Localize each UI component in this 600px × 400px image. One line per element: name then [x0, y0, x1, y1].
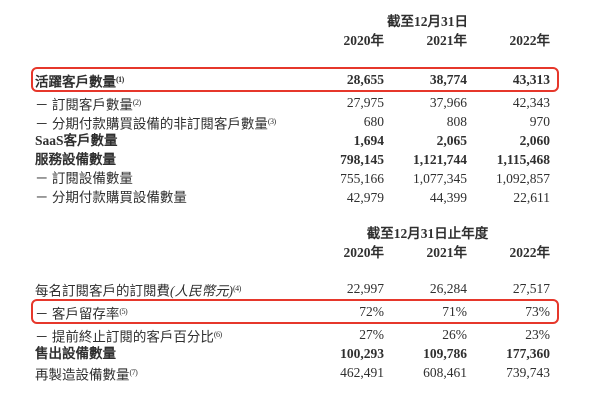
- year-header-spacer: [35, 243, 301, 263]
- value-2022: 27,517: [512, 281, 550, 296]
- row-devices-sold: 售出設備數量 100,293 109,786 177,360: [35, 344, 550, 363]
- value-2021: 1,121,744: [413, 152, 467, 167]
- footnote-marker: (4): [233, 284, 241, 293]
- row-subscription-fee-per-customer: 每名訂閱客戶的訂閱費(人民幣元)(4) 22,997 26,284 27,517: [35, 279, 550, 299]
- value-2022: 970: [529, 114, 550, 129]
- value-2022: 22,611: [513, 190, 550, 205]
- value-2022: 177,360: [506, 346, 550, 361]
- value-2021: 71%: [442, 304, 467, 319]
- row-label: － 訂閱客戶數量: [35, 97, 133, 113]
- year-column-2022: 2022年: [509, 33, 551, 48]
- value-2020: 27%: [359, 327, 384, 342]
- value-2020: 28,655: [346, 72, 384, 87]
- row-label: － 客戶留存率: [35, 306, 120, 322]
- row-label: － 提前終止訂閱的客戶百分比: [35, 329, 214, 345]
- value-2022: 73%: [525, 304, 550, 319]
- period-header-year-ended: 截至12月31日止年度: [366, 226, 489, 241]
- value-2021: 109,786: [423, 346, 467, 361]
- value-2021: 608,461: [423, 365, 467, 380]
- value-2022: 23%: [525, 327, 550, 342]
- value-2020: 755,166: [340, 171, 384, 186]
- row-label: 活躍客戶數量: [35, 74, 116, 90]
- value-2022: 1,092,857: [496, 171, 550, 186]
- value-2020: 1,694: [353, 133, 384, 148]
- row-label: 售出設備數量: [35, 346, 116, 361]
- value-2020: 100,293: [340, 346, 384, 361]
- footnote-marker: (5): [119, 307, 128, 316]
- year-column-2020: 2020年: [343, 33, 385, 48]
- value-2022: 1,115,468: [496, 152, 550, 167]
- footnote-marker: (6): [213, 330, 222, 339]
- row-saas-customers: SaaS客戶數量 1,694 2,065 2,060: [35, 131, 550, 150]
- value-2021: 37,966: [429, 95, 467, 110]
- table-subscription-metrics: 截至12月31日止年度 2020年 2021年 2022年 每名訂閱客戶的訂閱費…: [31, 224, 559, 383]
- table-operating-metrics: 截至12月31日 2020年 2021年 2022年 活躍客戶數量(1) 28,…: [31, 12, 559, 207]
- value-2020: 462,491: [340, 365, 384, 380]
- footnote-marker: (3): [267, 117, 276, 126]
- value-2021: 1,077,345: [413, 171, 467, 186]
- row-label: 每名訂閱客戶的訂閱費: [35, 283, 170, 299]
- row-label: － 分期付款購買設備的非訂閱客戶數量: [35, 116, 268, 132]
- row-label: － 分期付款購買設備數量: [35, 190, 187, 205]
- row-label: 再製造設備數量: [35, 367, 130, 383]
- value-2021: 26%: [442, 327, 467, 342]
- row-label: SaaS客戶數量: [35, 133, 118, 148]
- year-column-2020: 2020年: [343, 245, 385, 260]
- year-header-row: 2020年 2021年 2022年: [35, 31, 551, 51]
- value-2021: 26,284: [429, 281, 467, 296]
- year-column-2021: 2021年: [426, 245, 468, 260]
- year-header-spacer: [35, 31, 301, 51]
- value-2021: 2,065: [436, 133, 467, 148]
- year-column-2021: 2021年: [426, 33, 468, 48]
- row-devices-in-service: 服務設備數量 798,145 1,121,744 1,115,468: [35, 150, 550, 169]
- value-2021: 44,399: [429, 190, 467, 205]
- value-2020: 798,145: [340, 152, 384, 167]
- spacer: [35, 263, 550, 279]
- row-nonsubscription-installment-customers: － 分期付款購買設備的非訂閱客戶數量(3) 680 808 970: [35, 112, 550, 132]
- value-2022: 43,313: [512, 72, 550, 87]
- value-2021: 808: [446, 114, 467, 129]
- row-subscription-customers: － 訂閱客戶數量(2) 27,975 37,966 42,343: [35, 93, 550, 113]
- value-2020: 22,997: [346, 281, 384, 296]
- spacer: [35, 51, 550, 66]
- row-subscription-devices: － 訂閱設備數量 755,166 1,077,345 1,092,857: [35, 169, 550, 188]
- value-2022: 42,343: [512, 95, 550, 110]
- value-2022: 2,060: [519, 133, 550, 148]
- footnote-marker: (1): [116, 75, 124, 84]
- value-2020: 42,979: [346, 190, 384, 205]
- row-customer-retention-rate: － 客戶留存率(5) 72% 71% 73%: [31, 298, 559, 325]
- value-2020: 72%: [359, 304, 384, 319]
- row-label-note: (人民幣元): [170, 283, 233, 299]
- footnote-marker: (2): [132, 98, 141, 107]
- row-label: 服務設備數量: [35, 152, 116, 167]
- footnote-marker: (7): [129, 368, 138, 377]
- value-2021: 38,774: [429, 72, 467, 87]
- row-early-termination-percentage: － 提前終止訂閱的客戶百分比(6) 27% 26% 23%: [35, 325, 550, 345]
- row-remanufactured-devices: 再製造設備數量(7) 462,491 608,461 739,743: [35, 363, 550, 383]
- row-installment-purchase-devices: － 分期付款購買設備數量 42,979 44,399 22,611: [35, 188, 550, 207]
- value-2020: 680: [363, 114, 384, 129]
- value-2020: 27,975: [346, 95, 384, 110]
- year-header-row: 2020年 2021年 2022年: [35, 243, 551, 263]
- value-2022: 739,743: [506, 365, 550, 380]
- row-active-customers: 活躍客戶數量(1) 28,655 38,774 43,313: [31, 66, 559, 93]
- period-header-as-at: 截至12月31日: [387, 14, 468, 29]
- year-column-2022: 2022年: [509, 245, 551, 260]
- row-label: － 訂閱設備數量: [35, 171, 133, 186]
